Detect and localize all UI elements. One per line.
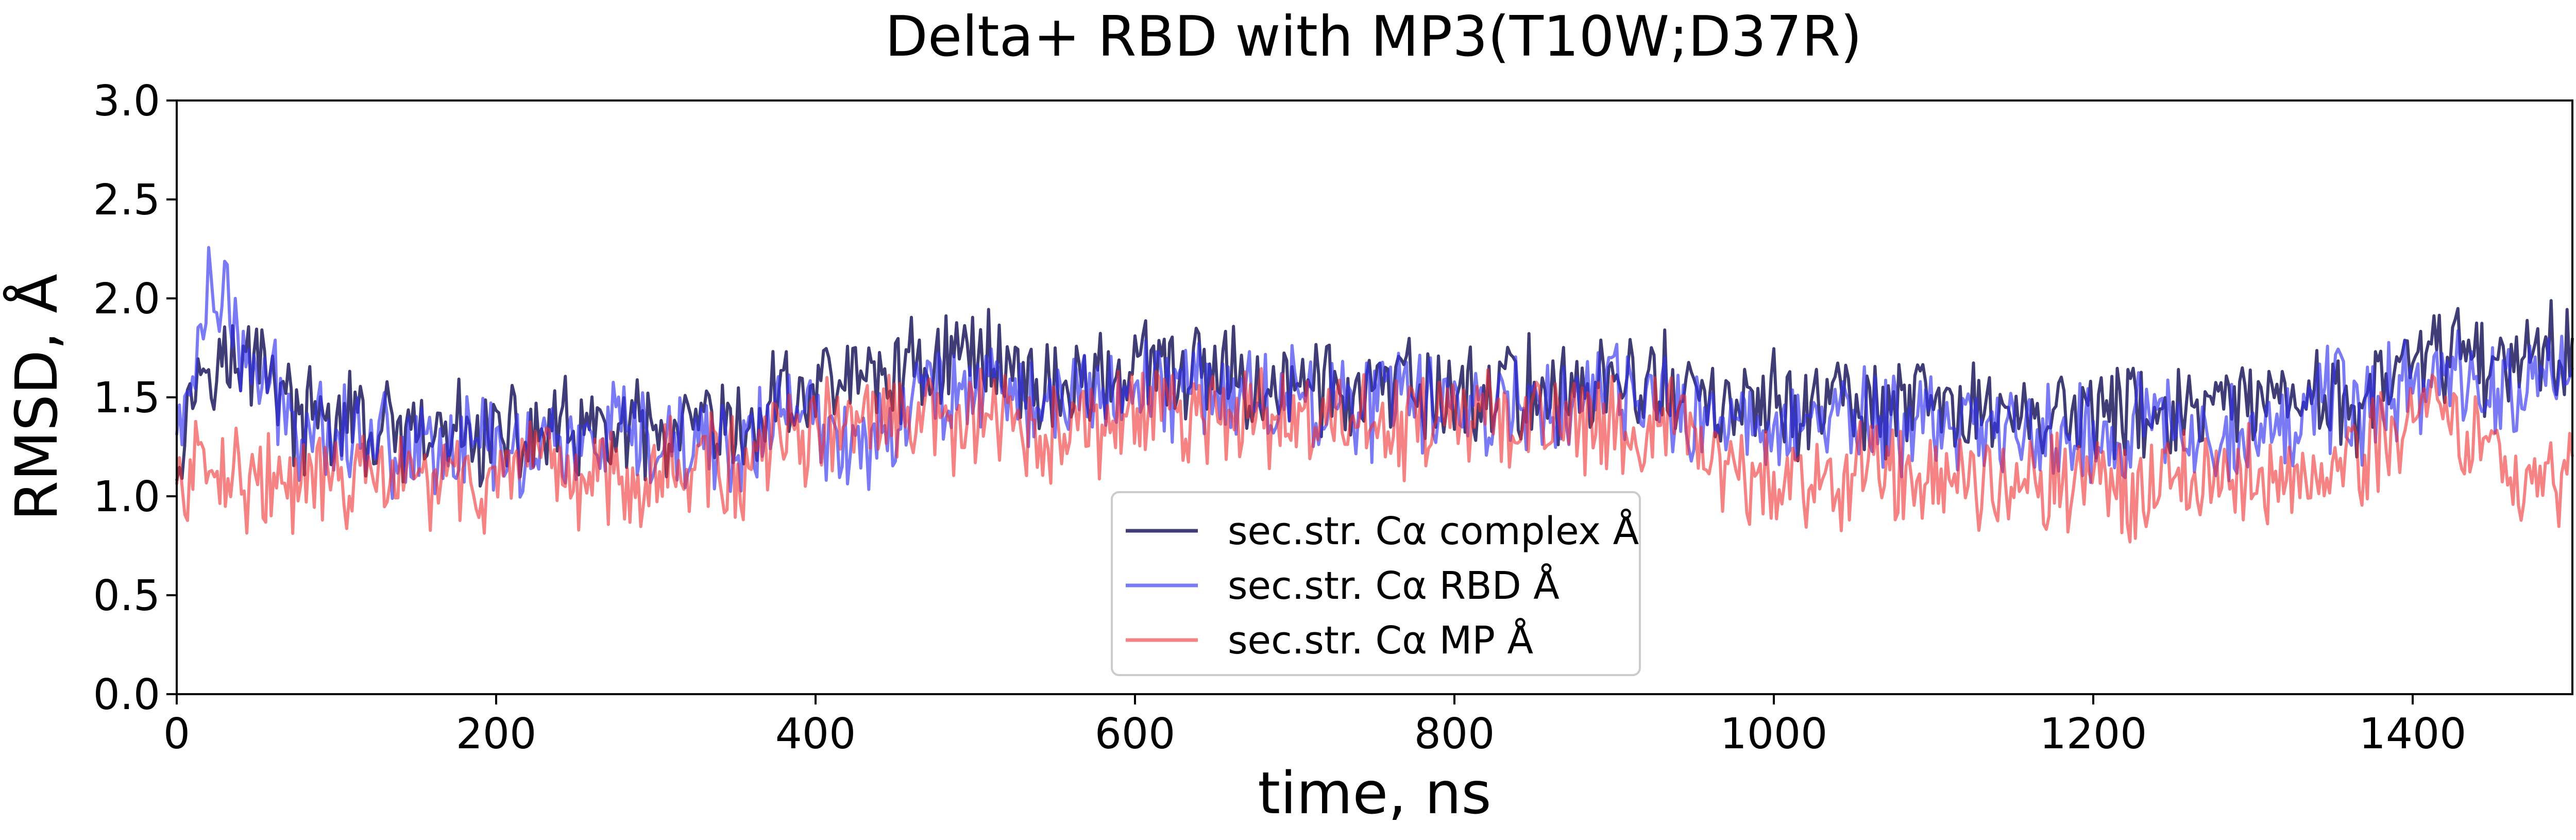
y-tick-label: 3.0 <box>93 77 160 126</box>
legend-box <box>1111 491 1641 676</box>
x-axis-label: time, ns <box>1258 760 1492 827</box>
x-tick-label: 1400 <box>2359 710 2467 759</box>
x-tick-label: 0 <box>163 710 190 759</box>
x-tick-label: 600 <box>1095 710 1176 759</box>
legend-label-2: sec.str. Cα RBD Å <box>1228 563 1560 608</box>
y-tick-label: 0.0 <box>93 670 160 719</box>
x-tick-label: 1200 <box>2040 710 2147 759</box>
y-tick-label: 2.5 <box>93 176 160 225</box>
y-tick-label: 1.0 <box>93 473 160 522</box>
legend-label-1: sec.str. Cα complex Å <box>1228 508 1639 553</box>
legend-items: sec.str. Cα complex Å sec.str. Cα RBD Å se… <box>1126 508 1639 663</box>
y-tick-label: 2.0 <box>93 275 160 324</box>
x-tick-label: 800 <box>1414 710 1495 759</box>
y-axis-label: RMSD, Å <box>3 274 71 521</box>
x-tick-label: 200 <box>456 710 537 759</box>
chart-title: Delta+ RBD with MP3(T10W;D37R) <box>885 5 1862 69</box>
x-tick-label: 1000 <box>1720 710 1828 759</box>
series-line-2 <box>175 246 2574 500</box>
x-axis-ticks: 0 200 400 600 800 1000 1200 1400 <box>163 694 2466 759</box>
legend-label-3: sec.str. Cα MP Å <box>1228 617 1533 663</box>
legend: sec.str. Cα complex Å sec.str. Cα RBD Å se… <box>1111 491 1641 676</box>
y-tick-label: 1.5 <box>93 374 160 423</box>
x-tick-label: 400 <box>775 710 856 759</box>
series-line-3 <box>175 367 2574 544</box>
y-axis-ticks: 0.0 0.5 1.0 1.5 2.0 2.5 3.0 <box>93 77 177 719</box>
series-layer <box>175 246 2574 544</box>
y-tick-label: 0.5 <box>93 572 160 620</box>
